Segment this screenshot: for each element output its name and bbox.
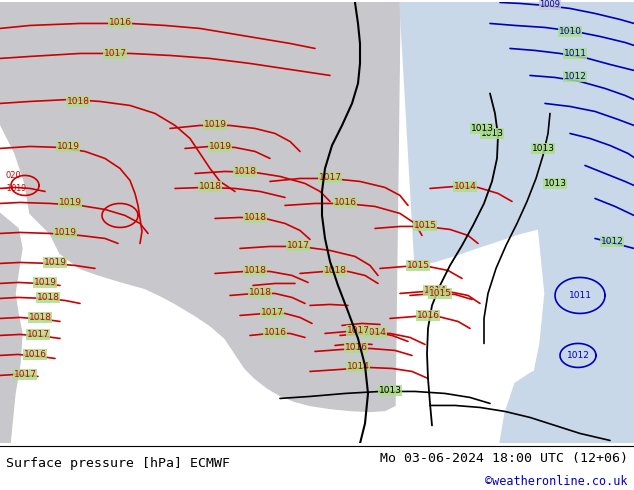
Text: 1019: 1019 [204, 120, 226, 129]
Text: 1015: 1015 [406, 261, 429, 270]
Text: Surface pressure [hPa] ECMWF: Surface pressure [hPa] ECMWF [6, 457, 230, 469]
Text: 1013: 1013 [378, 386, 401, 395]
Polygon shape [400, 2, 634, 266]
Polygon shape [295, 2, 380, 148]
Text: Mo 03-06-2024 18:00 UTC (12+06): Mo 03-06-2024 18:00 UTC (12+06) [380, 452, 628, 465]
Text: -1019: -1019 [5, 184, 27, 193]
Text: 1019: 1019 [53, 228, 77, 237]
Text: 1013: 1013 [543, 179, 567, 188]
Polygon shape [0, 2, 400, 412]
Text: 1017: 1017 [103, 49, 127, 58]
Text: 1013: 1013 [470, 124, 493, 133]
Text: 1017: 1017 [261, 308, 283, 317]
Text: 1018: 1018 [198, 182, 221, 191]
Text: 1017: 1017 [287, 241, 309, 250]
Polygon shape [500, 323, 634, 443]
Text: 1015: 1015 [413, 221, 436, 230]
Text: 1015: 1015 [429, 289, 451, 298]
Polygon shape [520, 2, 634, 443]
Text: 1013: 1013 [531, 144, 555, 153]
Text: 1012: 1012 [567, 351, 590, 360]
Text: 020: 020 [5, 171, 21, 180]
Text: 1019: 1019 [58, 198, 82, 207]
Text: 1014: 1014 [424, 286, 446, 295]
Text: 1012: 1012 [564, 72, 586, 81]
Text: 1016: 1016 [417, 311, 439, 320]
Text: 1019: 1019 [44, 258, 67, 267]
Text: 1018: 1018 [29, 313, 51, 322]
Text: 1016: 1016 [344, 343, 368, 352]
Text: 1018: 1018 [243, 213, 266, 222]
Text: 1018: 1018 [233, 167, 257, 176]
Text: 1011: 1011 [569, 291, 592, 300]
Text: ©weatheronline.co.uk: ©weatheronline.co.uk [485, 475, 628, 488]
Text: 1018: 1018 [37, 293, 60, 302]
Text: 1010: 1010 [559, 27, 581, 36]
Text: 1009: 1009 [540, 0, 560, 9]
Text: 1017: 1017 [347, 326, 370, 335]
Text: 1014: 1014 [363, 328, 387, 337]
Text: 1018: 1018 [249, 288, 271, 297]
Polygon shape [0, 214, 22, 443]
Text: 1018: 1018 [67, 97, 89, 106]
Text: 1017: 1017 [318, 173, 342, 182]
Text: 1019: 1019 [209, 142, 231, 151]
Text: 1014: 1014 [453, 182, 476, 191]
Text: 1012: 1012 [600, 237, 623, 246]
Text: 1014: 1014 [347, 362, 370, 371]
Text: 1018: 1018 [323, 266, 347, 275]
Text: 1016: 1016 [108, 18, 131, 27]
Text: 1019: 1019 [56, 142, 79, 151]
Text: 1011: 1011 [564, 49, 586, 58]
Text: 1017: 1017 [27, 330, 49, 339]
Text: 1016: 1016 [264, 328, 287, 337]
Text: 1019: 1019 [34, 278, 56, 287]
Text: 1016: 1016 [23, 350, 46, 359]
Text: 1018: 1018 [243, 266, 266, 275]
Text: 1013: 1013 [481, 129, 503, 138]
Text: 1017: 1017 [13, 370, 37, 379]
Text: 1016: 1016 [333, 198, 356, 207]
